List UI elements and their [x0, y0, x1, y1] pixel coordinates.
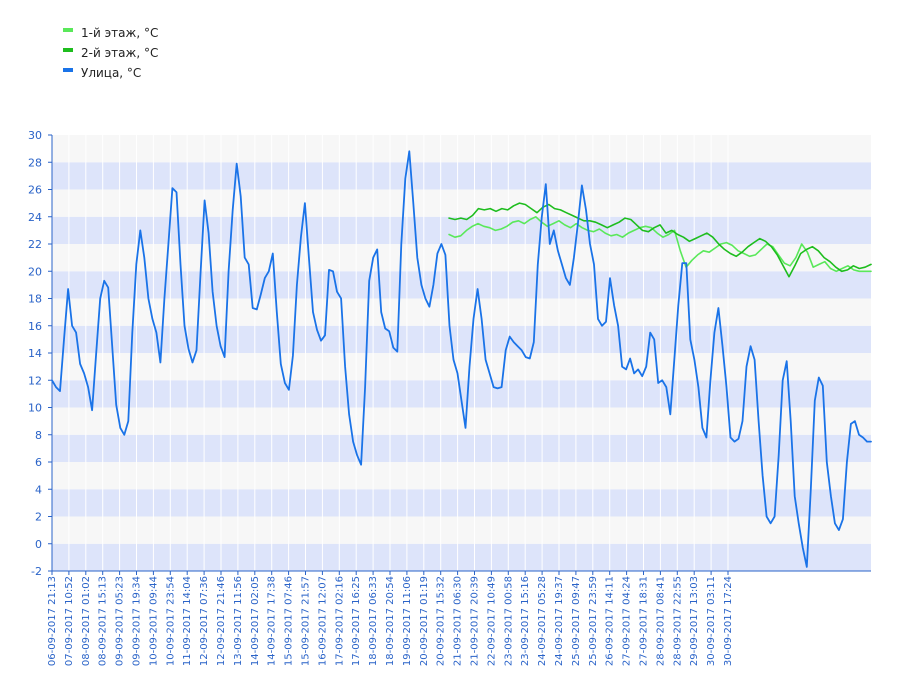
legend-swatch: [63, 48, 73, 52]
x-tick-label: 14-09-2017 17:38: [267, 576, 278, 666]
grid-band: [52, 353, 871, 381]
x-tick-label: 23-09-2017 00:58: [503, 576, 514, 666]
legend-label: Улица, °C: [81, 66, 141, 80]
x-tick-label: 29-09-2017 13:03: [689, 576, 700, 666]
x-tick-label: 30-09-2017 03:11: [706, 576, 717, 666]
x-tick-label: 18-09-2017 06:33: [368, 576, 379, 666]
x-tick-label: 08-09-2017 01:02: [81, 576, 92, 666]
grid-band: [52, 462, 871, 490]
y-tick-label: 28: [28, 156, 42, 169]
x-tick-label: 20-09-2017 01:19: [419, 576, 430, 666]
x-tick-label: 21-09-2017 06:30: [453, 576, 464, 666]
y-tick-label: 26: [28, 184, 42, 197]
x-tick-label: 28-09-2017 08:41: [655, 576, 666, 666]
y-tick-label: 10: [28, 402, 42, 415]
series-line-street: [51, 150, 872, 568]
x-axis: 06-09-2017 21:13 07-09-2017 10:52 08-09-20…: [47, 570, 871, 666]
x-tick-label: 10-09-2017 09:44: [148, 576, 159, 666]
x-tick-label: 17-09-2017 16:25: [351, 576, 362, 666]
grid-band: [52, 434, 871, 462]
x-tick-label: 19-09-2017 11:06: [402, 576, 413, 666]
x-tick-label: 07-09-2017 10:52: [64, 576, 75, 666]
x-tick-label: 24-09-2017 05:28: [537, 576, 548, 666]
x-tick-label: 17-09-2017 02:16: [334, 576, 345, 666]
y-tick-label: 8: [35, 429, 42, 442]
y-tick-label: 0: [35, 538, 42, 551]
y-tick-label: 18: [28, 293, 42, 306]
grid-band: [52, 244, 871, 272]
x-tick-label: 13-09-2017 11:56: [233, 576, 244, 666]
vertical-gridlines: [51, 135, 729, 571]
x-tick-label: 14-09-2017 02:05: [250, 576, 261, 666]
legend-label: 1-й этаж, °C: [81, 26, 158, 40]
grid-band: [52, 189, 871, 217]
x-tick-label: 15-09-2017 21:57: [301, 576, 312, 666]
x-tick-label: 08-09-2017 15:13: [98, 576, 109, 666]
x-tick-label: 15-09-2017 07:46: [284, 576, 295, 666]
x-tick-label: 06-09-2017 21:13: [47, 576, 58, 666]
grid-band: [52, 543, 871, 571]
x-tick-label: 10-09-2017 23:54: [165, 576, 176, 666]
x-tick-label: 28-09-2017 22:55: [672, 576, 683, 666]
x-tick-label: 12-09-2017 21:46: [216, 576, 227, 666]
x-tick-label: 27-09-2017 04:24: [622, 576, 633, 666]
y-tick-label: 2: [35, 511, 42, 524]
x-tick-label: 20-09-2017 15:32: [436, 576, 447, 666]
x-tick-label: 30-09-2017 17:24: [723, 576, 734, 666]
grid-band: [52, 407, 871, 435]
y-tick-label: 22: [28, 238, 42, 251]
y-tick-label: 6: [35, 456, 42, 469]
grid-band: [52, 298, 871, 326]
series-lines: [51, 150, 872, 568]
x-tick-label: 21-09-2017 20:39: [470, 576, 481, 666]
legend-swatch: [63, 68, 73, 72]
grid-band: [52, 135, 871, 163]
series-line-floor1: [448, 216, 872, 273]
grid-band: [52, 489, 871, 517]
legend: 1-й этаж, °C 2-й этаж, °C Улица, °C: [63, 26, 158, 80]
x-tick-label: 11-09-2017 14:04: [182, 576, 193, 666]
y-tick-label: 20: [28, 265, 42, 278]
x-tick-label: 09-09-2017 05:23: [115, 576, 126, 666]
x-tick-label: 16-09-2017 12:07: [317, 576, 328, 666]
x-tick-label: 24-09-2017 19:37: [554, 576, 565, 666]
y-tick-label: 4: [35, 483, 42, 496]
grid-band: [52, 516, 871, 544]
legend-swatch: [63, 28, 73, 32]
x-tick-label: 23-09-2017 15:16: [520, 576, 531, 666]
grid-band: [52, 325, 871, 353]
x-tick-label: 12-09-2017 07:36: [199, 576, 210, 666]
x-tick-label: 18-09-2017 20:54: [385, 576, 396, 666]
y-tick-label: 12: [28, 374, 42, 387]
x-tick-label: 26-09-2017 14:11: [605, 576, 616, 666]
y-tick-label: 14: [28, 347, 42, 360]
y-tick-label: 24: [28, 211, 42, 224]
series-line-floor2: [448, 202, 872, 278]
x-tick-label: 09-09-2017 19:34: [132, 576, 143, 666]
grid-band: [52, 216, 871, 244]
y-tick-label: -2: [31, 565, 42, 578]
background-bands: [52, 135, 871, 571]
grid-band: [52, 271, 871, 299]
x-tick-label: 25-09-2017 23:59: [588, 576, 599, 666]
x-tick-label: 27-09-2017 18:31: [639, 576, 650, 666]
y-tick-label: 16: [28, 320, 42, 333]
grid-band: [52, 162, 871, 190]
x-tick-label: 25-09-2017 09:47: [571, 576, 582, 666]
x-tick-label: 22-09-2017 10:49: [486, 576, 497, 666]
y-tick-label: 30: [28, 129, 42, 142]
legend-label: 2-й этаж, °C: [81, 46, 158, 60]
